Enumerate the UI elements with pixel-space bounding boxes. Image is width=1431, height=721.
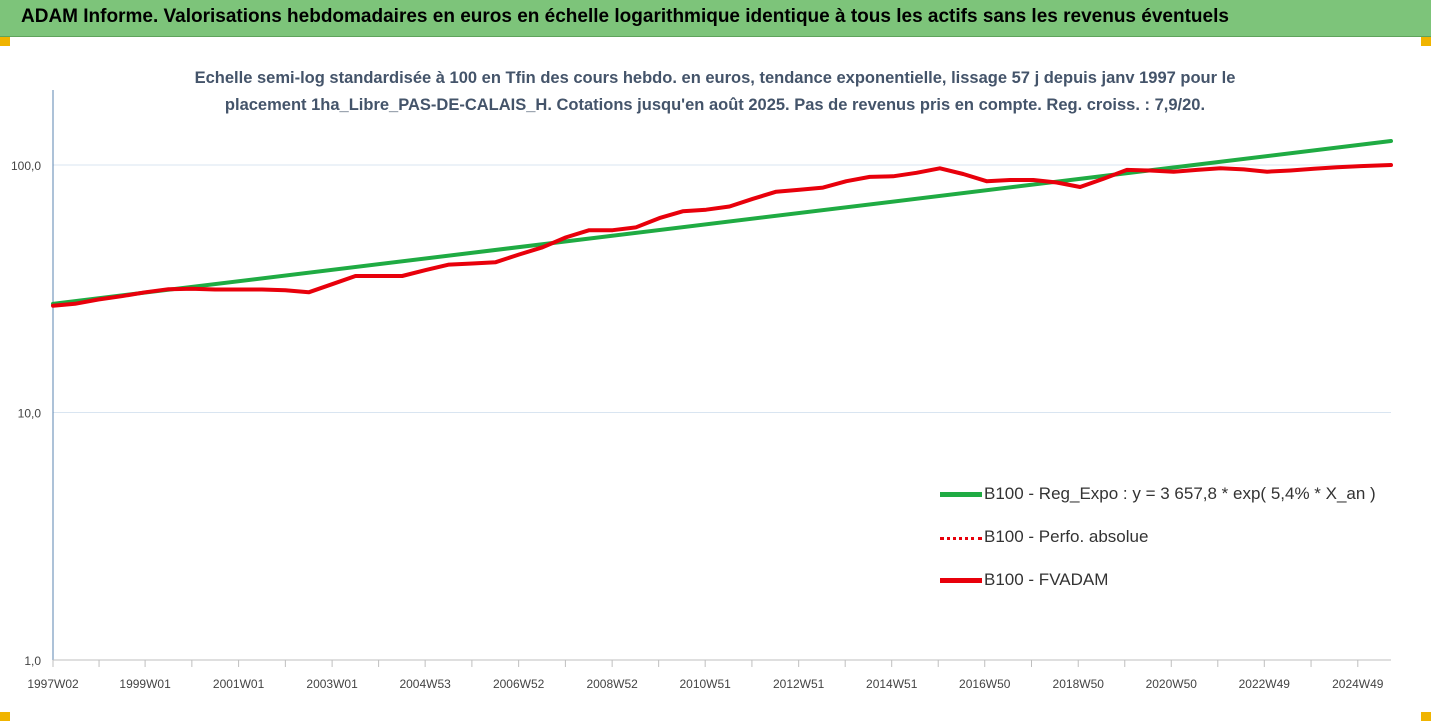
corner-marker-top-right (1421, 37, 1431, 46)
x-tick-label: 2016W50 (959, 677, 1011, 691)
x-tick-label: 2008W52 (586, 677, 638, 691)
corner-marker-top-left (0, 37, 10, 46)
chart-subtitle: Echelle semi-log standardisée à 100 en T… (150, 65, 1280, 119)
chart-subtitle-line-2: placement 1ha_Libre_PAS-DE-CALAIS_H. Cot… (224, 96, 1206, 114)
x-tick-label: 2010W51 (679, 677, 731, 691)
x-tick-label: 2018W50 (1053, 677, 1105, 691)
legend-swatch-fvadam (940, 578, 982, 583)
x-tick-label: 1997W02 (27, 677, 79, 691)
y-tick-label: 10,0 (18, 407, 42, 421)
x-tick-label: 2022W49 (1239, 677, 1291, 691)
legend-label-fvadam: B100 - FVADAM (984, 570, 1109, 589)
x-tick-label: 2012W51 (773, 677, 825, 691)
corner-marker-bottom-right (1421, 712, 1431, 721)
corner-marker-bottom-left (0, 712, 10, 721)
x-tick-label: 2024W49 (1332, 677, 1384, 691)
series-line-solid-green (51, 139, 1393, 306)
legend-label-perf: B100 - Perfo. absolue (984, 527, 1149, 546)
y-tick-label: 100,0 (11, 159, 41, 173)
legend-label-trend: B100 - Reg_Expo : y = 3 657,8 * exp( 5,4… (984, 484, 1376, 503)
x-tick-label: 2004W53 (399, 677, 451, 691)
legend-swatch-trend (940, 492, 982, 497)
x-tick-label: 2020W50 (1146, 677, 1198, 691)
legend-swatch-perf (940, 537, 982, 540)
x-tick-label: 2006W52 (493, 677, 545, 691)
title-banner: ADAM Informe. Valorisations hebdomadaire… (0, 0, 1431, 37)
chart-subtitle-line-1: Echelle semi-log standardisée à 100 en T… (194, 69, 1236, 87)
x-tick-label: 2003W01 (306, 677, 358, 691)
x-tick-label: 2001W01 (213, 677, 265, 691)
series-line-solid-red (51, 163, 1393, 308)
x-tick-label: 1999W01 (119, 677, 171, 691)
series-line-dotted-red (52, 164, 1392, 307)
report-title: ADAM Informe. Valorisations hebdomadaire… (21, 6, 1229, 27)
y-tick-label: 1,0 (24, 654, 41, 668)
x-tick-label: 2014W51 (866, 677, 918, 691)
